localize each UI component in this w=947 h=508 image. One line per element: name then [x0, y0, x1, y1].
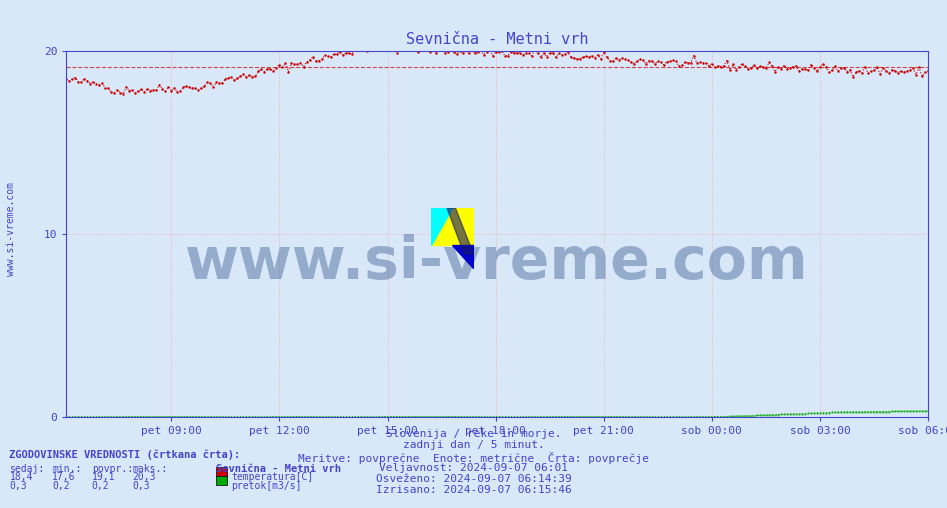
Title: Sevnična - Metni vrh: Sevnična - Metni vrh	[406, 32, 588, 47]
Text: Izrisano: 2024-09-07 06:15:46: Izrisano: 2024-09-07 06:15:46	[376, 485, 571, 495]
Text: Slovenija / reke in morje.: Slovenija / reke in morje.	[385, 429, 562, 439]
Text: min.:: min.:	[52, 464, 81, 474]
Bar	[216, 467, 227, 477]
Polygon shape	[447, 208, 474, 254]
Text: Veljavnost: 2024-09-07 06:01: Veljavnost: 2024-09-07 06:01	[379, 463, 568, 473]
Text: Meritve: povprečne  Enote: metrične  Črta: povprečje: Meritve: povprečne Enote: metrične Črta:…	[298, 452, 649, 464]
Text: 0,3: 0,3	[133, 481, 151, 491]
Text: Osveženo: 2024-09-07 06:14:39: Osveženo: 2024-09-07 06:14:39	[376, 474, 571, 484]
Text: 0,2: 0,2	[92, 481, 110, 491]
Text: 0,3: 0,3	[9, 481, 27, 491]
Text: Sevnična - Metni vrh: Sevnična - Metni vrh	[216, 464, 341, 474]
Text: pretok[m3/s]: pretok[m3/s]	[231, 481, 301, 491]
Polygon shape	[453, 245, 474, 269]
Text: www.si-vreme.com: www.si-vreme.com	[186, 234, 809, 292]
Bar	[216, 476, 227, 485]
Text: www.si-vreme.com: www.si-vreme.com	[7, 181, 16, 276]
Text: povpr.:: povpr.:	[92, 464, 133, 474]
Text: zadnji dan / 5 minut.: zadnji dan / 5 minut.	[402, 440, 545, 451]
Text: 18,4: 18,4	[9, 472, 33, 483]
Text: ZGODOVINSKE VREDNOSTI (črtkana črta):: ZGODOVINSKE VREDNOSTI (črtkana črta):	[9, 450, 241, 460]
Text: maks.:: maks.:	[133, 464, 168, 474]
Text: 17,6: 17,6	[52, 472, 76, 483]
Text: 19,1: 19,1	[92, 472, 116, 483]
Polygon shape	[431, 208, 453, 245]
Polygon shape	[431, 208, 474, 245]
Text: temperatura[C]: temperatura[C]	[231, 472, 313, 483]
Text: sedaj:: sedaj:	[9, 464, 45, 474]
Text: 0,2: 0,2	[52, 481, 70, 491]
Text: 20,3: 20,3	[133, 472, 156, 483]
